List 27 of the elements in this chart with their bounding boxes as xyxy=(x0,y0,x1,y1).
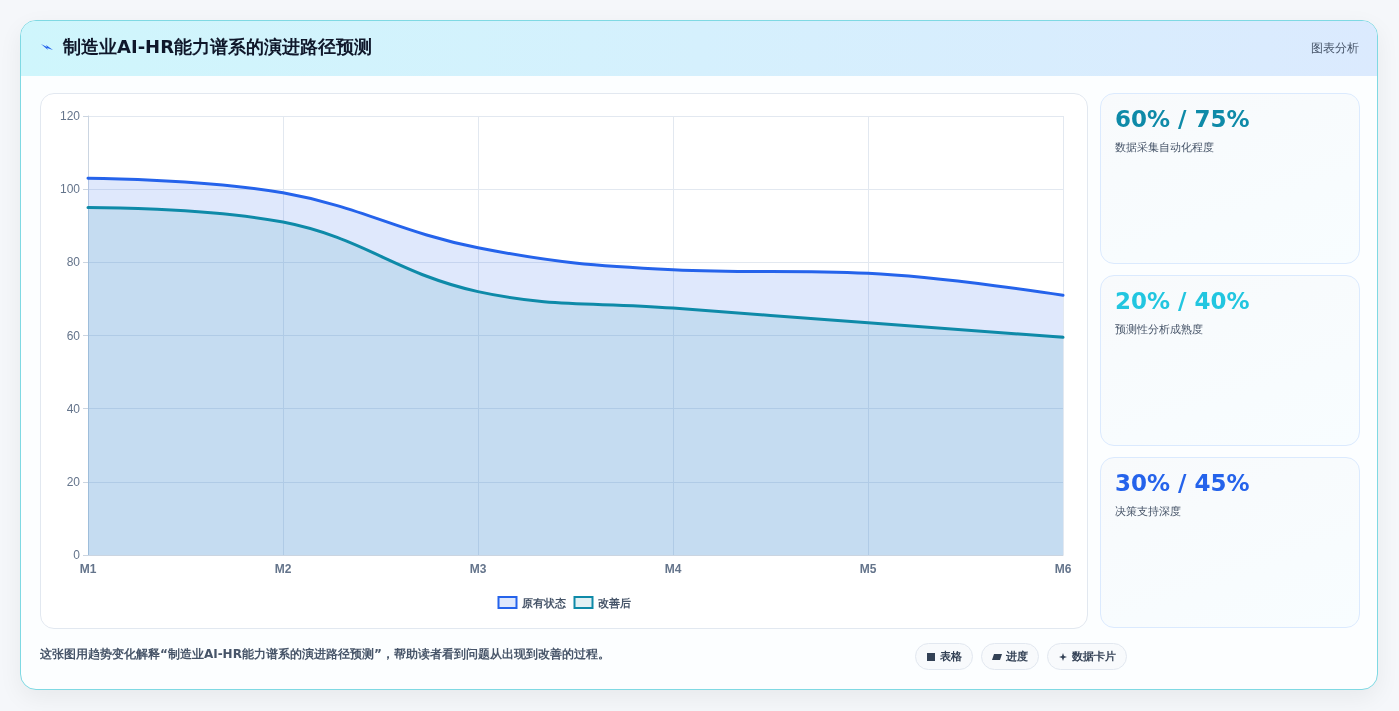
text: 20% / 40% xyxy=(1115,288,1250,314)
x-tick-label: M6 xyxy=(1054,562,1072,576)
y-tick-label: 40 xyxy=(66,401,81,416)
y-tick-label: 0 xyxy=(73,548,81,562)
x-tick-label: M3 xyxy=(469,562,487,576)
text: 图表分析 xyxy=(1311,40,1359,57)
x-tick-label: M5 xyxy=(859,562,877,576)
text: 数据卡片 xyxy=(1072,649,1116,664)
y-tick-label: 120 xyxy=(59,109,81,123)
text: 决策支持深度 xyxy=(1115,504,1181,519)
chart-title: 制造业AI-HR能力谱系的演进路径预测 xyxy=(63,35,373,59)
y-tick-label: 60 xyxy=(66,328,81,343)
text: 数据采集自动化程度 xyxy=(1115,140,1214,155)
text: 30% / 45% xyxy=(1115,470,1250,496)
x-tick-label: M2 xyxy=(274,562,292,576)
text: 60% / 75% xyxy=(1115,106,1250,132)
x-tick-label: M1 xyxy=(79,562,97,576)
text: 进度 xyxy=(1006,649,1028,664)
text: 表格 xyxy=(940,649,962,664)
text: 这张图用趋势变化解释“制造业AI-HR能力谱系的演进路径预测”，帮助读者看到问题从出现到改善的过程。 xyxy=(40,646,610,663)
y-tick-label: 80 xyxy=(66,255,81,270)
y-tick-label: 20 xyxy=(66,474,81,489)
x-tick-label: M4 xyxy=(664,562,682,576)
legend-label: 改善后 xyxy=(597,596,631,609)
y-tick-label: 100 xyxy=(59,182,81,197)
text: 预测性分析成熟度 xyxy=(1115,322,1203,337)
legend-label: 原有状态 xyxy=(520,596,567,609)
